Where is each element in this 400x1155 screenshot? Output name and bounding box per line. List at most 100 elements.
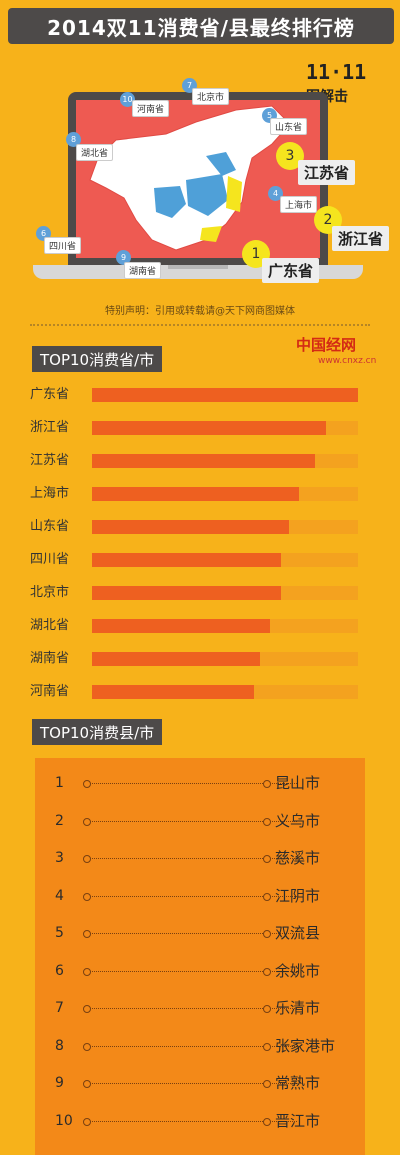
map-highlight-yellow [226, 176, 242, 212]
leader-dot [263, 967, 271, 976]
county-name: 余姚市 [275, 961, 321, 980]
county-rank: 6 [55, 962, 64, 979]
bar-row: 湖北省 [30, 616, 370, 636]
leader-dot [83, 892, 91, 901]
watermark-url: www.cnxz.cn [318, 356, 377, 366]
county-row: 4 江阴市 [35, 878, 365, 914]
leader-dot [263, 1042, 271, 1051]
bar-fill [92, 421, 327, 435]
bar-fill [92, 454, 316, 468]
leader-dot [263, 817, 271, 826]
section-title-provinces: TOP10消费省/市 [32, 346, 163, 372]
leader-dot [263, 1005, 271, 1013]
bar-label: 北京市 [30, 585, 70, 600]
bar-label: 山东省 [30, 519, 70, 534]
leader-line [87, 933, 297, 934]
rank-circle: 4 [268, 186, 283, 201]
leader-dot [263, 1080, 271, 1088]
leader-line [87, 895, 297, 897]
laptop-notch [168, 265, 228, 269]
leader-dot [263, 930, 271, 938]
map-tag-beijing: 北京市 [192, 88, 230, 105]
bar-row: 上海市 [30, 484, 370, 504]
bar-fill [92, 652, 260, 666]
county-rank: 4 [55, 887, 64, 904]
bar-fill [92, 553, 281, 567]
map-tag-guangdong: 广东省 [262, 258, 320, 283]
county-row: 5 双流县 [35, 915, 365, 951]
map-tag-henan: 河南省 [132, 100, 170, 117]
bar-row: 山东省 [30, 517, 370, 537]
leader-dot [263, 780, 271, 788]
leader-line [87, 820, 297, 822]
rank-circle: 10 [120, 92, 135, 107]
bar-row: 四川省 [30, 550, 370, 570]
leader-dot [83, 817, 91, 826]
county-row: 9 常熟市 [35, 1065, 365, 1101]
bar-row: 北京市 [30, 583, 370, 603]
leader-line [87, 1120, 297, 1122]
copyright-note: 特别声明：引用或转载请@天下网商图媒体 [105, 306, 295, 317]
leader-line [87, 783, 297, 784]
bar-row: 湖南省 [30, 649, 370, 669]
county-row: 3 慈溪市 [35, 840, 365, 876]
county-row: 2 义乌市 [35, 803, 365, 839]
county-rank: 2 [55, 812, 64, 829]
bar-label: 江苏省 [30, 453, 70, 468]
leader-line [87, 970, 297, 972]
section-title-counties: TOP10消费县/市 [32, 719, 163, 745]
county-name: 常熟市 [275, 1074, 321, 1092]
map-tag-hunan: 湖南省 [124, 262, 162, 279]
county-row: 1 昆山市 [35, 765, 365, 801]
leader-line [87, 1083, 297, 1084]
bar-fill [92, 586, 281, 600]
leader-dot [263, 1117, 271, 1126]
bar-label: 湖北省 [30, 618, 70, 633]
bar-label: 广东省 [30, 387, 70, 402]
leader-line [87, 1008, 297, 1009]
china-map [89, 105, 291, 251]
bar-label: 上海市 [30, 486, 70, 501]
county-row: 6 余姚市 [35, 953, 365, 989]
county-rank: 5 [55, 925, 64, 941]
map-tag-jiangsu: 江苏省 [298, 160, 356, 185]
map-highlight-blue [206, 152, 236, 176]
bar-label: 湖南省 [30, 651, 70, 666]
county-rank: 9 [55, 1075, 64, 1091]
county-name: 义乌市 [275, 811, 321, 830]
county-name: 乐清市 [275, 999, 321, 1017]
leader-dot [83, 1080, 91, 1088]
bar-fill [92, 685, 255, 699]
bar-fill [92, 388, 358, 402]
map-tag-shandong: 山东省 [270, 118, 308, 135]
map-highlight-blue [154, 186, 186, 218]
county-name: 慈溪市 [275, 849, 321, 867]
logo-numbers: 11·11 [306, 60, 367, 84]
bar-fill [92, 487, 300, 501]
rank-circle: 9 [116, 250, 131, 265]
leader-line [87, 1045, 297, 1047]
leader-dot [83, 1117, 91, 1126]
county-row: 8 张家港市 [35, 1028, 365, 1064]
bar-label: 河南省 [30, 684, 70, 699]
bar-row: 浙江省 [30, 418, 370, 438]
divider [30, 324, 370, 326]
leader-dot [83, 855, 91, 863]
county-rank: 3 [55, 850, 64, 866]
map-highlight-yellow [200, 226, 222, 242]
map-tag-zhejiang: 浙江省 [332, 226, 390, 251]
county-name: 双流县 [275, 924, 321, 942]
county-name: 晋江市 [275, 1111, 321, 1130]
county-rank: 7 [55, 1000, 64, 1016]
county-name: 江阴市 [275, 886, 321, 905]
leader-line [87, 858, 297, 859]
map-land [89, 105, 291, 251]
leader-dot [83, 780, 91, 788]
county-rank: 10 [55, 1112, 73, 1129]
leader-dot [83, 930, 91, 938]
county-rank: 8 [55, 1037, 64, 1054]
leader-dot [83, 1005, 91, 1013]
county-name: 昆山市 [275, 774, 321, 792]
leader-dot [263, 892, 271, 901]
bar-row: 江苏省 [30, 451, 370, 471]
